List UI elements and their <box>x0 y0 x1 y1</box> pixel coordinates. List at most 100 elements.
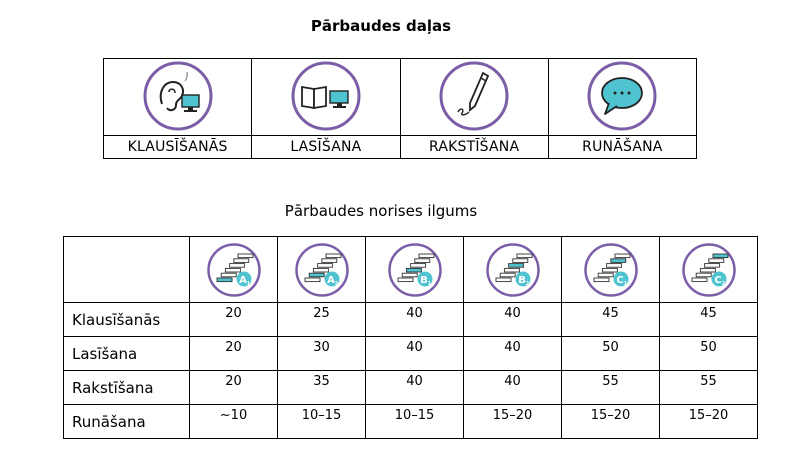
level-badge <box>324 271 339 286</box>
stair-step <box>312 267 329 272</box>
stair-step <box>609 257 626 263</box>
level-code: A <box>239 275 247 286</box>
stair-step <box>316 262 333 268</box>
level-subscript: 2 <box>721 281 725 287</box>
stair-step <box>605 262 622 268</box>
stair-step <box>703 262 720 268</box>
stair-step <box>699 267 716 272</box>
stair-step <box>216 277 232 282</box>
row-label: Rakstīšana <box>63 370 190 405</box>
sections-title: Pārbaudes daļas <box>310 17 452 35</box>
stair-step <box>695 272 712 277</box>
stair-step <box>308 272 325 277</box>
part-label-reading: LASĪŠANA <box>252 135 400 158</box>
stair-step <box>495 277 511 282</box>
level-badge <box>236 271 251 286</box>
stair-step <box>503 267 520 272</box>
ear-computer-icon <box>143 61 213 131</box>
level-badge <box>515 271 530 286</box>
duration-cell: 15–20 <box>659 404 758 439</box>
exam-parts-table: KLAUSĪŠANĀS LASĪŠANA RAKSTĪŠANA <box>103 58 697 159</box>
stair-step <box>418 253 434 258</box>
stair-step <box>220 272 237 277</box>
stair-step <box>405 267 422 272</box>
level-badge <box>613 271 628 286</box>
stair-step <box>325 253 341 258</box>
stair-step <box>237 253 253 258</box>
duration-cell: 20 <box>189 370 278 405</box>
level-subscript: 2 <box>334 281 338 287</box>
duration-cell: 20 <box>189 302 278 337</box>
duration-cell: 15–20 <box>463 404 562 439</box>
duration-cell: 20 <box>189 336 278 371</box>
stair-step <box>224 267 241 272</box>
level-badge <box>417 271 432 286</box>
stair-step <box>304 277 320 282</box>
duration-cell: 55 <box>561 370 660 405</box>
level-code: A <box>327 275 335 286</box>
stair-step <box>320 257 337 263</box>
duration-cell: 50 <box>659 336 758 371</box>
table-row: Lasīšana 20 30 40 40 50 50 <box>63 336 758 371</box>
part-label-listening: KLAUSĪŠANĀS <box>104 135 252 158</box>
pen-icon <box>439 61 509 131</box>
duration-cell: 40 <box>365 302 464 337</box>
part-reading: LASĪŠANA <box>252 59 401 158</box>
part-label-writing: RAKSTĪŠANA <box>400 135 548 158</box>
stair-step <box>228 262 245 268</box>
row-label: Lasīšana <box>63 336 190 371</box>
row-label: Runāšana <box>63 404 190 439</box>
duration-cell: 10–15 <box>277 404 366 439</box>
corner-cell <box>63 236 190 303</box>
stair-step <box>232 257 249 263</box>
level-code: C <box>616 275 623 286</box>
level-code: C <box>714 275 721 286</box>
duration-cell: 35 <box>277 370 366 405</box>
stair-step <box>507 262 524 268</box>
table-row: Runāšana ~10 10–15 10–15 15–20 15–20 15–… <box>63 404 758 439</box>
stair-step <box>499 272 516 277</box>
stair-step <box>516 253 532 258</box>
stair-step <box>614 253 630 258</box>
stair-step <box>597 272 614 277</box>
part-listening: KLAUSĪŠANĀS <box>104 59 253 158</box>
duration-title: Pārbaudes norises ilgums <box>284 202 478 220</box>
duration-cell: 40 <box>365 370 464 405</box>
table-row: Rakstīšana 20 35 40 40 55 55 <box>63 370 758 405</box>
duration-cell: 40 <box>463 370 562 405</box>
duration-cell: 40 <box>365 336 464 371</box>
duration-cell: 25 <box>277 302 366 337</box>
stair-step <box>593 277 609 282</box>
part-speaking: RUNĀŠANA <box>548 59 696 158</box>
table-row: Klausīšanās 20 25 40 40 45 45 <box>63 302 758 337</box>
stair-step <box>409 262 426 268</box>
stair-step <box>707 257 724 263</box>
level-subscript: 2 <box>525 281 529 287</box>
speech-bubble-icon <box>587 61 657 131</box>
level-code: B <box>420 275 428 286</box>
duration-cell: 30 <box>277 336 366 371</box>
level-subscript: 1 <box>623 281 627 287</box>
stair-step <box>413 257 430 263</box>
level-subscript: 1 <box>246 281 250 287</box>
duration-cell: 10–15 <box>365 404 464 439</box>
part-label-speaking: RUNĀŠANA <box>548 135 696 158</box>
part-writing: RAKSTĪŠANA <box>400 59 549 158</box>
duration-cell: 45 <box>659 302 758 337</box>
level-code: B <box>518 275 526 286</box>
duration-cell: ~10 <box>189 404 278 439</box>
duration-cell: 45 <box>561 302 660 337</box>
stair-step <box>691 277 707 282</box>
stair-step <box>601 267 618 272</box>
